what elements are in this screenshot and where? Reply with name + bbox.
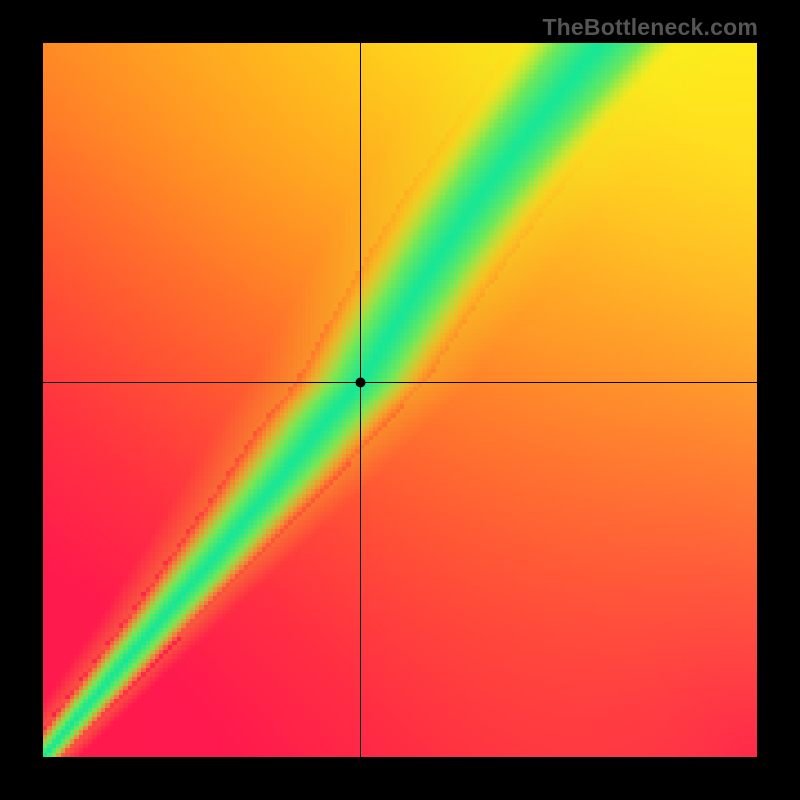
bottleneck-heatmap (43, 43, 757, 757)
watermark-text: TheBottleneck.com (542, 14, 758, 41)
chart-container: TheBottleneck.com (0, 0, 800, 800)
